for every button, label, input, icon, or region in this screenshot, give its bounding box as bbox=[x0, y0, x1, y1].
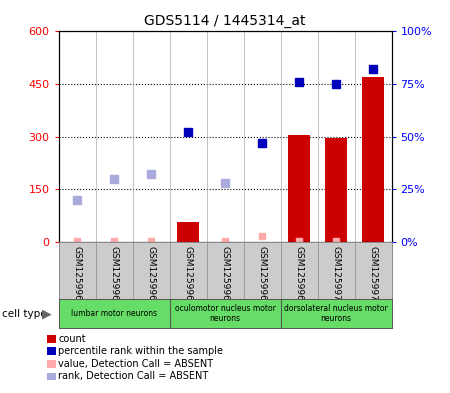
Text: count: count bbox=[58, 334, 86, 344]
Text: percentile rank within the sample: percentile rank within the sample bbox=[58, 346, 224, 356]
Text: GSM1259971: GSM1259971 bbox=[369, 246, 378, 307]
Text: GSM1259966: GSM1259966 bbox=[184, 246, 193, 307]
Text: GSM1259964: GSM1259964 bbox=[109, 246, 118, 307]
Bar bbox=[177, 222, 199, 242]
Text: cell type: cell type bbox=[2, 309, 47, 319]
Bar bbox=[362, 77, 384, 242]
Text: value, Detection Call = ABSENT: value, Detection Call = ABSENT bbox=[58, 359, 214, 369]
Text: ▶: ▶ bbox=[42, 307, 52, 320]
Text: GSM1259968: GSM1259968 bbox=[257, 246, 266, 307]
Text: GSM1259970: GSM1259970 bbox=[332, 246, 341, 307]
Text: GSM1259963: GSM1259963 bbox=[72, 246, 81, 307]
Bar bbox=[325, 138, 347, 242]
Text: lumbar motor neurons: lumbar motor neurons bbox=[71, 309, 157, 318]
Text: GSM1259965: GSM1259965 bbox=[147, 246, 156, 307]
Text: dorsolateral nucleus motor
neurons: dorsolateral nucleus motor neurons bbox=[284, 304, 388, 323]
Text: GSM1259967: GSM1259967 bbox=[220, 246, 230, 307]
Text: oculomotor nucleus motor
neurons: oculomotor nucleus motor neurons bbox=[175, 304, 275, 323]
Bar bbox=[288, 135, 310, 242]
Text: GSM1259969: GSM1259969 bbox=[294, 246, 303, 307]
Text: GDS5114 / 1445314_at: GDS5114 / 1445314_at bbox=[144, 14, 306, 28]
Text: rank, Detection Call = ABSENT: rank, Detection Call = ABSENT bbox=[58, 371, 209, 382]
